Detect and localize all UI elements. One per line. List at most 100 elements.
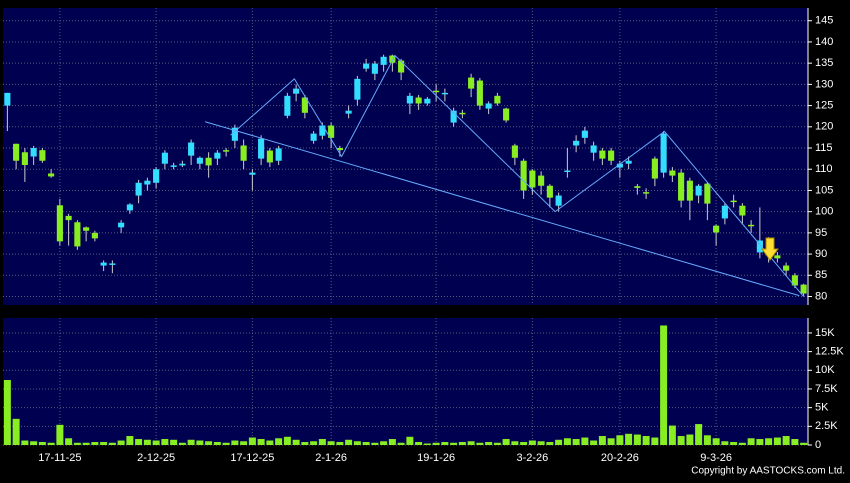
volume-bar (712, 438, 720, 445)
volume-bar (572, 439, 580, 445)
candle-body (135, 182, 142, 196)
candle-body (100, 262, 107, 266)
y-tick-label: 85 (815, 269, 827, 281)
volume-bar (423, 443, 431, 445)
candle-body (65, 215, 72, 221)
volume-bar (38, 442, 46, 445)
volume-bar (205, 441, 213, 445)
candle-body (118, 222, 125, 228)
candle-body (380, 56, 387, 65)
volume-bar (283, 436, 291, 445)
volume-bar (546, 442, 554, 445)
candle-body (371, 63, 378, 74)
volume-bar (213, 442, 221, 445)
candle-body (91, 232, 98, 239)
candle-body (599, 150, 606, 159)
volume-bar (651, 437, 659, 445)
y-tick-label: 80 (815, 290, 827, 302)
candle-body (590, 145, 597, 153)
candle-body (214, 152, 221, 159)
volume-bar (397, 442, 405, 445)
y-tick-label: 140 (815, 36, 833, 48)
candle-body (494, 95, 501, 104)
price-panel (3, 8, 808, 305)
candle-body (756, 240, 763, 253)
volume-bar (47, 442, 55, 445)
candle-body (713, 225, 720, 233)
volume-bar (563, 438, 571, 445)
volume-bar (686, 434, 694, 445)
y-tick-label: 135 (815, 57, 833, 69)
candle-body (153, 169, 160, 183)
copyright: Copyright by AASTOCKS.com Ltd. (691, 466, 845, 477)
volume-bar (327, 441, 335, 445)
candle-body (319, 125, 326, 136)
volume-bar (668, 425, 676, 445)
candle-body (196, 157, 203, 164)
volume-bar (353, 441, 361, 445)
volume-bar (65, 438, 73, 445)
candle-body (450, 110, 457, 123)
candle-body (345, 110, 352, 114)
x-tick-label: 2-1-26 (315, 452, 347, 464)
x-tick-label: 9-3-26 (700, 452, 732, 464)
volume-bar (240, 441, 248, 445)
volume-bar (458, 442, 466, 445)
volume-bar (730, 442, 738, 445)
candle-body (476, 80, 483, 106)
volume-bar (703, 435, 711, 445)
volume-bar (625, 433, 633, 445)
candle-body (398, 60, 405, 73)
volume-bar (511, 441, 519, 445)
candle-body (144, 180, 151, 185)
volume-bar (152, 440, 160, 445)
y-tick-label: 110 (815, 163, 833, 175)
candle-body (555, 195, 562, 206)
candle-body (231, 127, 238, 141)
volume-bar (30, 441, 38, 445)
candle-body (39, 150, 46, 161)
candle-body (538, 175, 545, 186)
candle-body (616, 163, 623, 168)
volume-bar (222, 442, 230, 445)
candle-body (660, 133, 667, 173)
volume-bar (318, 439, 326, 445)
candle-body (48, 173, 55, 177)
volume-bar (555, 439, 563, 445)
candle-body (109, 263, 116, 265)
volume-bar (415, 442, 423, 445)
volume-bar (73, 442, 81, 445)
candle-body (275, 148, 282, 161)
volume-bar (170, 439, 178, 445)
volume-bar (371, 442, 379, 445)
volume-bar (800, 442, 808, 445)
candle-body (223, 150, 230, 152)
volume-bar (782, 436, 790, 445)
volume-bar (178, 442, 186, 445)
volume-bar (310, 441, 318, 445)
candle-body (249, 172, 256, 175)
y-tick-label: 95 (815, 227, 827, 239)
volume-bar (677, 436, 685, 445)
candle-body (695, 185, 702, 196)
candle-body (4, 92, 11, 106)
candle-body (126, 204, 133, 211)
candle-body (651, 158, 658, 179)
candle-body (774, 255, 781, 259)
y-tick-label: 15K (815, 327, 835, 339)
volume-bar (738, 442, 746, 445)
y-tick-label: 5K (815, 402, 829, 414)
candle-body (406, 95, 413, 104)
candle-body (503, 108, 510, 121)
candle-body (56, 205, 63, 242)
volume-bar (485, 442, 493, 445)
volume-bar (275, 438, 283, 445)
volume-bar (91, 442, 99, 445)
volume-bar (642, 436, 650, 445)
volume-bar (301, 442, 309, 445)
y-tick-label: 7.5K (815, 383, 838, 395)
volume-bar (467, 441, 475, 445)
candle-body (800, 284, 807, 294)
y-tick-label: 145 (815, 15, 833, 27)
volume-bar (476, 442, 484, 445)
